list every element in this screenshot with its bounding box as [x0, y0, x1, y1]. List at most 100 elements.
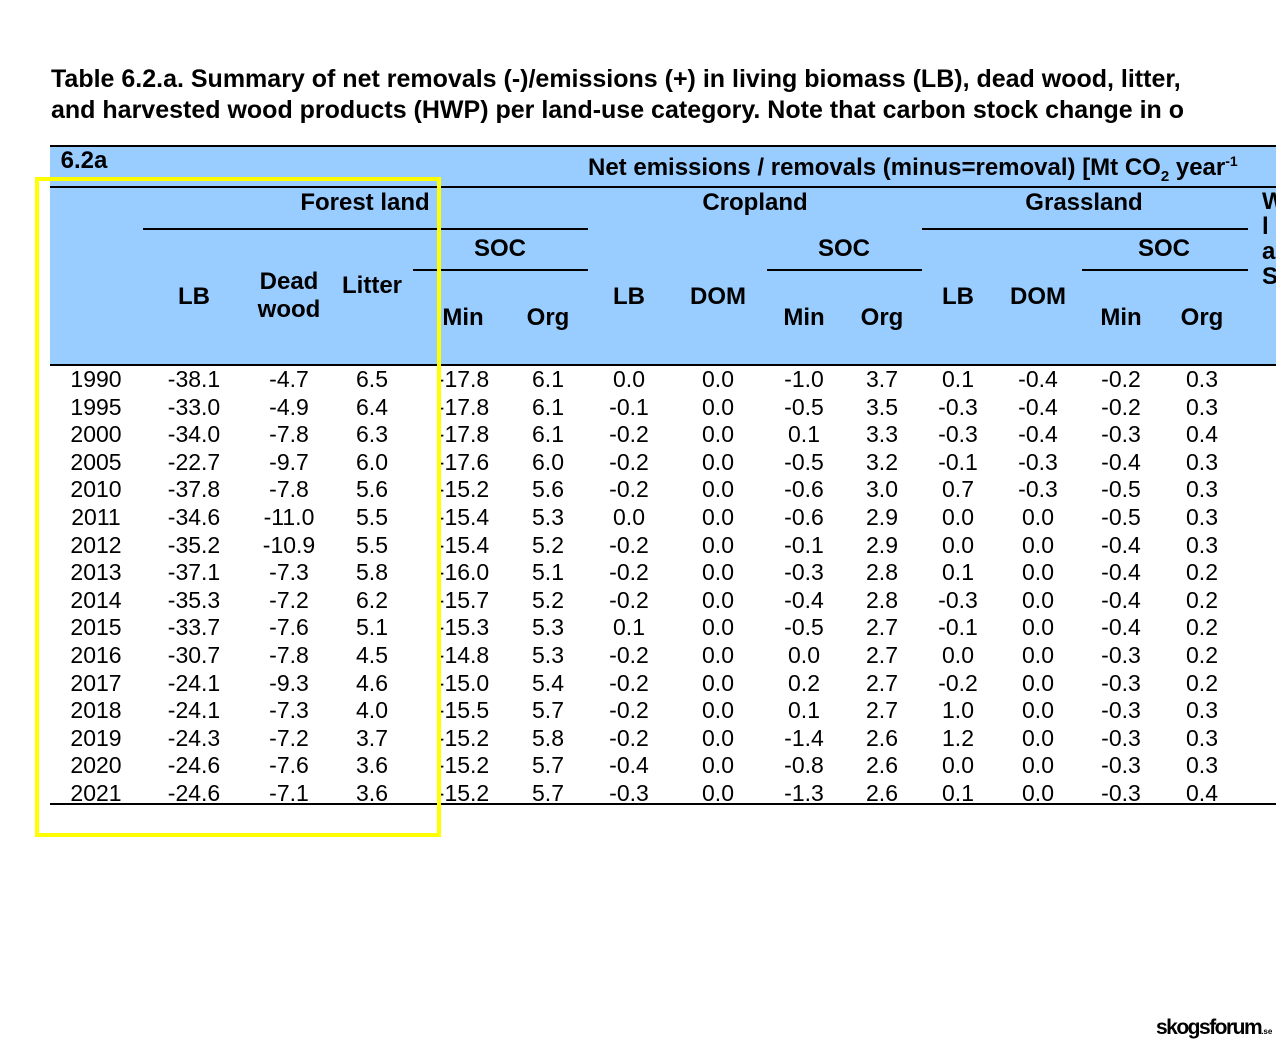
- table-cell: -0.3: [1101, 669, 1141, 696]
- table-cell: 0.2: [1186, 614, 1218, 641]
- table-cell: 5.2: [532, 531, 564, 558]
- table-cell: -15.7: [436, 586, 490, 613]
- row-year: 2011: [71, 504, 121, 530]
- row-year: 2017: [70, 669, 122, 696]
- table-cell: 0.3: [1186, 366, 1218, 392]
- table-cell: -0.1: [784, 531, 824, 558]
- table-cell: -9.3: [269, 669, 309, 696]
- table-cell: -17.6: [436, 448, 490, 475]
- table-cell: -17.8: [436, 366, 490, 392]
- table-cell: 0.0: [1022, 559, 1054, 586]
- table-cell: -0.4: [1101, 586, 1141, 613]
- column-header: Min: [442, 304, 484, 331]
- table-cell: 5.6: [356, 476, 388, 503]
- column-header: Min: [783, 304, 825, 331]
- table-cell: 5.3: [532, 642, 564, 668]
- column-header: Org: [526, 304, 570, 331]
- table-id: 6.2a: [60, 147, 108, 174]
- table-cell: 6.1: [532, 393, 564, 420]
- table-cell: -24.1: [167, 697, 221, 724]
- table-cell: -0.2: [609, 697, 649, 724]
- table-cell: -0.3: [609, 780, 649, 806]
- table-cell: 0.0: [1022, 642, 1054, 668]
- table-cell: 6.2: [356, 586, 388, 613]
- table-cell: -1.0: [784, 366, 824, 392]
- table-header: [50, 145, 1276, 366]
- table-cell: -0.2: [938, 669, 978, 696]
- table-cell: -38.1: [167, 366, 221, 392]
- table-cell: 5.4: [532, 669, 564, 696]
- table-cell: -0.5: [784, 393, 824, 420]
- group-grassland: Grassland: [1025, 189, 1143, 216]
- table-cell: -7.6: [269, 752, 309, 779]
- table-cell: 0.0: [788, 642, 820, 668]
- table-cell: -0.3: [1101, 642, 1141, 668]
- group-forest-land: Forest land: [300, 189, 430, 216]
- table-cell: 0.3: [1186, 393, 1218, 420]
- table-cell: 4.6: [356, 669, 388, 696]
- table-cell: 5.8: [356, 559, 388, 586]
- table-cell: -24.1: [167, 669, 221, 696]
- column-header: Litter: [342, 272, 402, 299]
- table-cell: 6.5: [356, 366, 388, 392]
- table-cell: 0.0: [702, 614, 734, 641]
- table-cell: -7.2: [269, 724, 309, 751]
- table-cell: 0.0: [942, 504, 974, 530]
- table-cell: -0.2: [1101, 366, 1141, 392]
- table-cell: -33.0: [167, 393, 221, 420]
- table-cell: 0.0: [702, 559, 734, 586]
- table-cell: 0.0: [613, 366, 645, 392]
- table-cell: 6.1: [532, 366, 564, 392]
- table-cell: 0.0: [702, 531, 734, 558]
- table-cell: 3.6: [356, 780, 388, 806]
- table-cell: 5.2: [532, 586, 564, 613]
- table-cell: 0.1: [942, 559, 974, 586]
- table-cell: -15.4: [436, 531, 490, 558]
- table-cell: -0.2: [609, 724, 649, 751]
- table-cell: -34.0: [167, 421, 221, 448]
- table-cell: -0.2: [1101, 393, 1141, 420]
- table-cell: 0.0: [702, 669, 734, 696]
- table-cell: 0.0: [702, 504, 734, 530]
- table-cell: -0.4: [609, 752, 649, 779]
- table-cell: -0.5: [1101, 504, 1141, 530]
- column-header: DOM: [690, 283, 746, 310]
- table-cell: 5.1: [532, 559, 564, 586]
- column-header: DOM: [1010, 283, 1066, 310]
- row-year: 2013: [70, 559, 122, 586]
- table-cell: 0.0: [1022, 780, 1054, 806]
- table-cell: 3.7: [866, 366, 898, 392]
- table-cell: -0.4: [784, 586, 824, 613]
- table-cell: 0.0: [1022, 752, 1054, 779]
- table-cell: 5.7: [532, 780, 564, 806]
- soc-label: SOC: [473, 235, 527, 262]
- table-cell: 6.0: [356, 448, 388, 475]
- column-header: LB: [178, 283, 210, 310]
- table-cell: -0.4: [1018, 393, 1058, 420]
- row-year: 1990: [70, 366, 122, 392]
- table-cell: -7.8: [269, 421, 309, 448]
- table-cell: 0.0: [1022, 586, 1054, 613]
- unit-label: Net emissions / removals (minus=removal)…: [588, 153, 1238, 185]
- table-cell: -0.4: [1018, 366, 1058, 392]
- table-cell: 0.0: [942, 752, 974, 779]
- table-cell: 0.0: [613, 504, 645, 530]
- table-cell: -7.1: [269, 780, 309, 806]
- row-year: 2014: [70, 586, 122, 613]
- table-cell: 0.4: [1186, 780, 1218, 806]
- table-cell: 0.0: [1022, 531, 1054, 558]
- table-cell: -0.3: [1101, 752, 1141, 779]
- skogsforum-logo: skogsforum.se: [1156, 1016, 1273, 1039]
- table-cell: -15.5: [436, 697, 490, 724]
- table-cell: -0.2: [609, 642, 649, 668]
- table-cell: -15.2: [436, 476, 490, 503]
- divider: [413, 269, 588, 271]
- divider: [767, 269, 922, 271]
- table-cell: -1.3: [784, 780, 824, 806]
- table-bottom-rule: [50, 803, 1276, 805]
- row-year: 2012: [70, 531, 122, 558]
- table-cell: 0.7: [942, 476, 974, 503]
- column-header: Min: [1100, 304, 1142, 331]
- table-cell: 0.0: [942, 531, 974, 558]
- table-cell: 0.1: [942, 780, 974, 806]
